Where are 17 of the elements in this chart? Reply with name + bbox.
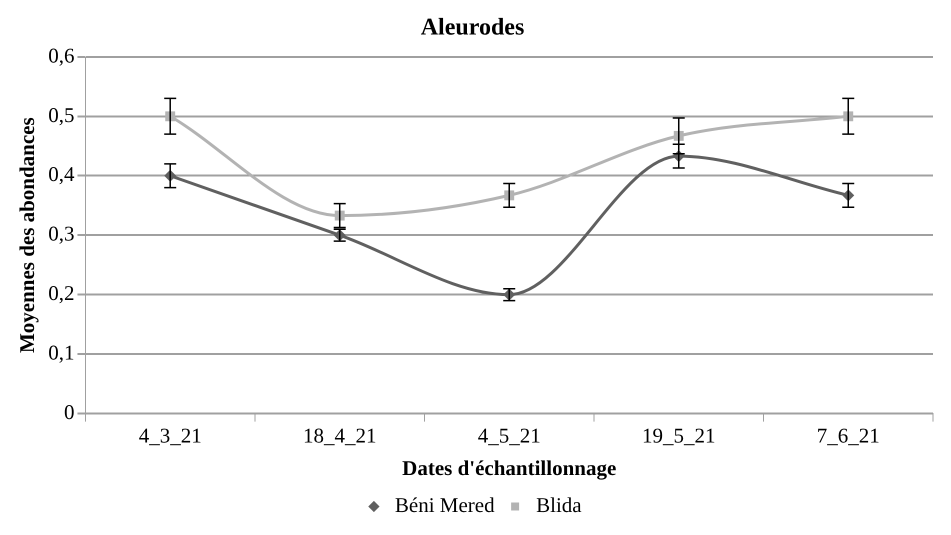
chart-title: Aleurodes [420,14,524,41]
x-tick-label: 4_3_21 [138,424,202,448]
x-tick-label: 19_5_21 [642,424,716,448]
y-tick-label: 0,3 [48,222,74,246]
x-tick-label: 4_5_21 [478,424,541,448]
x-tick-label: 18_4_21 [302,424,376,448]
y-tick-label: 0,4 [48,162,75,186]
x-tick-label: 7_6_21 [816,424,880,448]
y-tick-label: 0,5 [48,102,74,127]
y-tick-label: 0 [64,400,74,424]
legend-label: Blida [536,493,582,518]
legend-label: Béni Mered [394,493,496,518]
x-axis-title: Dates d'échantillonnage [402,456,616,480]
y-tick-label: 0,6 [48,43,74,68]
y-tick-label: 0,2 [48,281,74,306]
y-axis-title: Moyennes des abondances [15,117,40,354]
y-tick-label: 0,1 [48,340,74,365]
